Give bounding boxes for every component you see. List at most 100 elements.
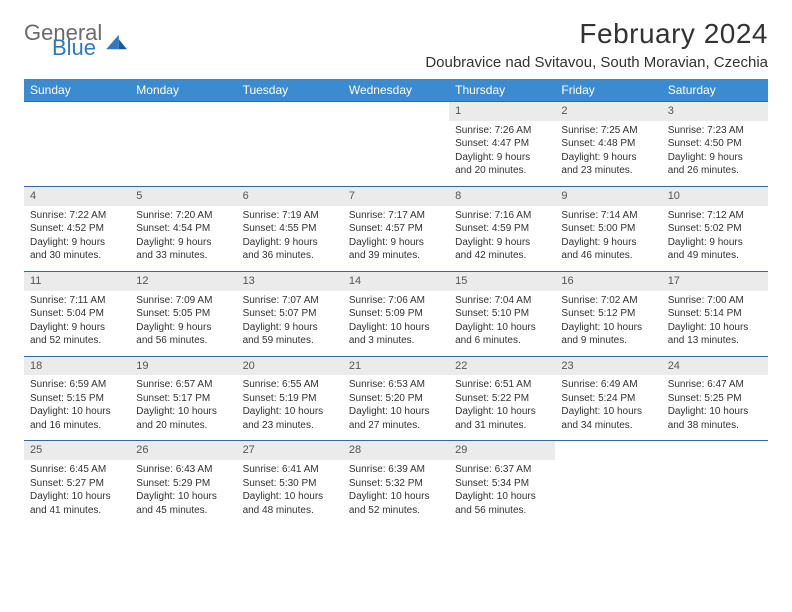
calendar-day-cell: 1Sunrise: 7:26 AMSunset: 4:47 PMDaylight…	[449, 102, 555, 187]
day-details: Sunrise: 6:51 AMSunset: 5:22 PMDaylight:…	[449, 375, 555, 440]
daylight-line2: and 3 minutes.	[349, 334, 443, 348]
logo: General Blue	[24, 18, 128, 57]
day-number: 20	[237, 357, 343, 376]
sunset-text: Sunset: 4:55 PM	[243, 222, 337, 236]
title-block: February 2024 Doubravice nad Svitavou, S…	[425, 18, 768, 71]
day-of-week-header: Friday	[555, 79, 661, 102]
day-number: 15	[449, 272, 555, 291]
daylight-line2: and 38 minutes.	[668, 419, 762, 433]
sunrise-text: Sunrise: 6:39 AM	[349, 463, 443, 477]
daylight-line2: and 56 minutes.	[136, 334, 230, 348]
sunset-text: Sunset: 5:12 PM	[561, 307, 655, 321]
page-header: General Blue February 2024 Doubravice na…	[24, 18, 768, 71]
day-details: Sunrise: 7:22 AMSunset: 4:52 PMDaylight:…	[24, 206, 130, 271]
daylight-line2: and 20 minutes.	[455, 164, 549, 178]
day-details: Sunrise: 6:47 AMSunset: 5:25 PMDaylight:…	[662, 375, 768, 440]
daylight-line2: and 52 minutes.	[349, 504, 443, 518]
calendar-day-cell: 10Sunrise: 7:12 AMSunset: 5:02 PMDayligh…	[662, 186, 768, 271]
month-title: February 2024	[425, 18, 768, 50]
day-details: Sunrise: 7:16 AMSunset: 4:59 PMDaylight:…	[449, 206, 555, 271]
sunrise-text: Sunrise: 6:45 AM	[30, 463, 124, 477]
calendar-day-cell: 16Sunrise: 7:02 AMSunset: 5:12 PMDayligh…	[555, 271, 661, 356]
sunrise-text: Sunrise: 6:51 AM	[455, 378, 549, 392]
sunset-text: Sunset: 5:19 PM	[243, 392, 337, 406]
day-number: 22	[449, 357, 555, 376]
sunset-text: Sunset: 5:02 PM	[668, 222, 762, 236]
day-number: 11	[24, 272, 130, 291]
day-details: Sunrise: 7:07 AMSunset: 5:07 PMDaylight:…	[237, 291, 343, 356]
calendar-day-cell: 18Sunrise: 6:59 AMSunset: 5:15 PMDayligh…	[24, 356, 130, 441]
daylight-line1: Daylight: 9 hours	[455, 151, 549, 165]
daylight-line2: and 41 minutes.	[30, 504, 124, 518]
calendar-day-cell: 12Sunrise: 7:09 AMSunset: 5:05 PMDayligh…	[130, 271, 236, 356]
sunset-text: Sunset: 5:30 PM	[243, 477, 337, 491]
sunset-text: Sunset: 5:10 PM	[455, 307, 549, 321]
day-number: 3	[662, 102, 768, 121]
day-number: 18	[24, 357, 130, 376]
daylight-line1: Daylight: 9 hours	[455, 236, 549, 250]
sunset-text: Sunset: 5:17 PM	[136, 392, 230, 406]
logo-triangle-icon	[106, 33, 128, 51]
sunrise-text: Sunrise: 7:06 AM	[349, 294, 443, 308]
sunrise-text: Sunrise: 6:59 AM	[30, 378, 124, 392]
daylight-line2: and 31 minutes.	[455, 419, 549, 433]
daylight-line1: Daylight: 9 hours	[668, 236, 762, 250]
daylight-line2: and 52 minutes.	[30, 334, 124, 348]
day-number: 26	[130, 441, 236, 460]
calendar-day-cell: 23Sunrise: 6:49 AMSunset: 5:24 PMDayligh…	[555, 356, 661, 441]
daylight-line1: Daylight: 10 hours	[668, 321, 762, 335]
day-details: Sunrise: 7:26 AMSunset: 4:47 PMDaylight:…	[449, 121, 555, 186]
daylight-line1: Daylight: 10 hours	[30, 490, 124, 504]
day-of-week-header: Thursday	[449, 79, 555, 102]
sunset-text: Sunset: 5:22 PM	[455, 392, 549, 406]
daylight-line2: and 49 minutes.	[668, 249, 762, 263]
daylight-line1: Daylight: 10 hours	[561, 321, 655, 335]
daylight-line1: Daylight: 10 hours	[561, 405, 655, 419]
calendar-day-cell: 11Sunrise: 7:11 AMSunset: 5:04 PMDayligh…	[24, 271, 130, 356]
daylight-line2: and 27 minutes.	[349, 419, 443, 433]
sunset-text: Sunset: 5:29 PM	[136, 477, 230, 491]
sunset-text: Sunset: 5:07 PM	[243, 307, 337, 321]
calendar-day-cell: 13Sunrise: 7:07 AMSunset: 5:07 PMDayligh…	[237, 271, 343, 356]
location-subtitle: Doubravice nad Svitavou, South Moravian,…	[425, 54, 768, 71]
day-details: Sunrise: 7:14 AMSunset: 5:00 PMDaylight:…	[555, 206, 661, 271]
sunset-text: Sunset: 5:27 PM	[30, 477, 124, 491]
sunrise-text: Sunrise: 7:26 AM	[455, 124, 549, 138]
daylight-line1: Daylight: 10 hours	[455, 490, 549, 504]
day-details: Sunrise: 7:20 AMSunset: 4:54 PMDaylight:…	[130, 206, 236, 271]
sunset-text: Sunset: 5:04 PM	[30, 307, 124, 321]
daylight-line2: and 48 minutes.	[243, 504, 337, 518]
daylight-line2: and 30 minutes.	[30, 249, 124, 263]
day-number: 7	[343, 187, 449, 206]
calendar-day-cell: 2Sunrise: 7:25 AMSunset: 4:48 PMDaylight…	[555, 102, 661, 187]
sunrise-text: Sunrise: 6:57 AM	[136, 378, 230, 392]
day-number: 19	[130, 357, 236, 376]
daylight-line1: Daylight: 10 hours	[243, 490, 337, 504]
daylight-line1: Daylight: 9 hours	[136, 236, 230, 250]
calendar-day-cell: 17Sunrise: 7:00 AMSunset: 5:14 PMDayligh…	[662, 271, 768, 356]
calendar-day-cell: 29Sunrise: 6:37 AMSunset: 5:34 PMDayligh…	[449, 441, 555, 525]
day-details: Sunrise: 7:23 AMSunset: 4:50 PMDaylight:…	[662, 121, 768, 186]
daylight-line2: and 26 minutes.	[668, 164, 762, 178]
daylight-line2: and 59 minutes.	[243, 334, 337, 348]
day-details: Sunrise: 6:59 AMSunset: 5:15 PMDaylight:…	[24, 375, 130, 440]
calendar-week-row: 11Sunrise: 7:11 AMSunset: 5:04 PMDayligh…	[24, 271, 768, 356]
day-details: Sunrise: 6:45 AMSunset: 5:27 PMDaylight:…	[24, 460, 130, 525]
day-details: Sunrise: 7:06 AMSunset: 5:09 PMDaylight:…	[343, 291, 449, 356]
calendar-day-cell: 28Sunrise: 6:39 AMSunset: 5:32 PMDayligh…	[343, 441, 449, 525]
calendar-week-row: 18Sunrise: 6:59 AMSunset: 5:15 PMDayligh…	[24, 356, 768, 441]
calendar-day-cell: 9Sunrise: 7:14 AMSunset: 5:00 PMDaylight…	[555, 186, 661, 271]
sunset-text: Sunset: 5:20 PM	[349, 392, 443, 406]
day-details: Sunrise: 7:11 AMSunset: 5:04 PMDaylight:…	[24, 291, 130, 356]
calendar-week-row: 25Sunrise: 6:45 AMSunset: 5:27 PMDayligh…	[24, 441, 768, 525]
calendar-day-cell: 7Sunrise: 7:17 AMSunset: 4:57 PMDaylight…	[343, 186, 449, 271]
daylight-line2: and 42 minutes.	[455, 249, 549, 263]
sunrise-text: Sunrise: 7:14 AM	[561, 209, 655, 223]
daylight-line1: Daylight: 9 hours	[668, 151, 762, 165]
day-number: 5	[130, 187, 236, 206]
daylight-line1: Daylight: 10 hours	[136, 490, 230, 504]
daylight-line1: Daylight: 9 hours	[30, 236, 124, 250]
sunrise-text: Sunrise: 7:09 AM	[136, 294, 230, 308]
daylight-line2: and 56 minutes.	[455, 504, 549, 518]
calendar-day-cell: 20Sunrise: 6:55 AMSunset: 5:19 PMDayligh…	[237, 356, 343, 441]
